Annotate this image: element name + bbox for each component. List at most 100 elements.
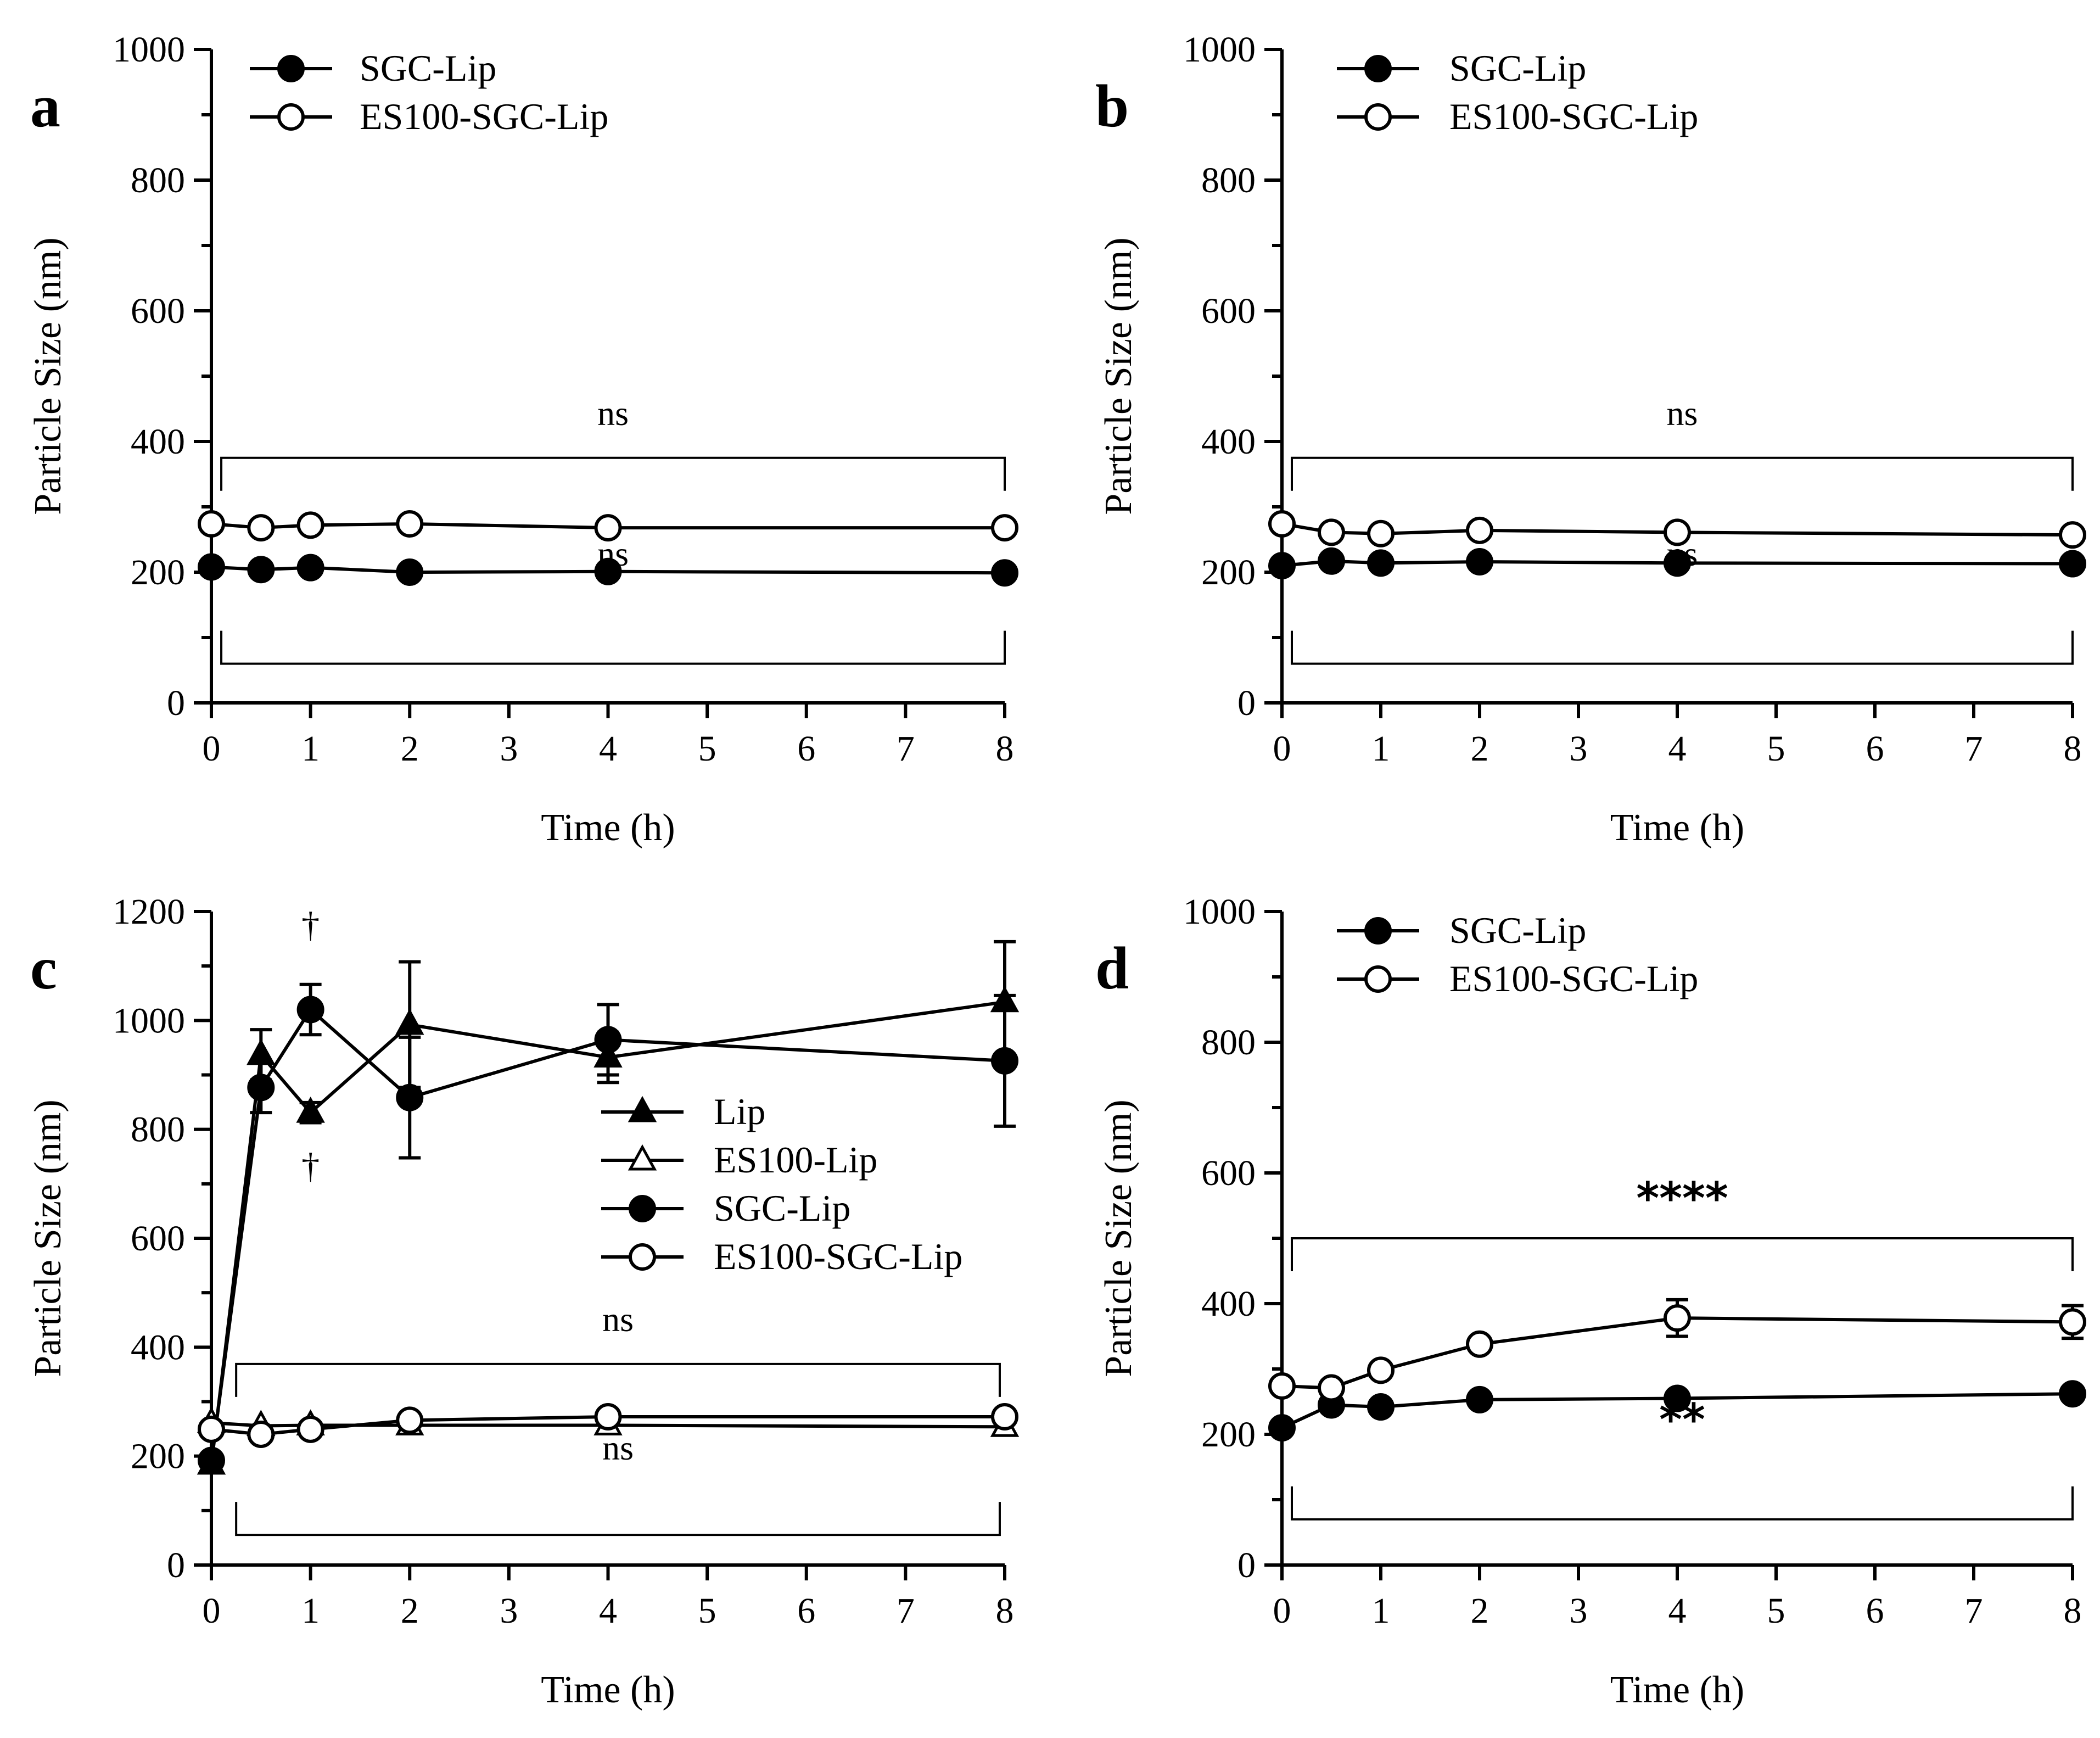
y-tick-label: 0 xyxy=(167,1545,185,1585)
data-point xyxy=(594,1026,622,1054)
x-tick-label: 4 xyxy=(599,1591,617,1631)
x-tick-label: 4 xyxy=(1668,1591,1687,1631)
significance-bracket xyxy=(235,1362,1001,1397)
y-tick-label: 1000 xyxy=(113,1001,185,1041)
y-tick-label: 200 xyxy=(1201,1415,1256,1455)
series-es100-sgc-lip xyxy=(198,510,1018,542)
data-point xyxy=(1466,516,1493,544)
x-tick-label: 8 xyxy=(2064,1591,2082,1631)
x-axis-title: Time (h) xyxy=(541,807,675,849)
significance-label: **** xyxy=(1636,1173,1728,1224)
x-tick-label: 3 xyxy=(1570,1591,1588,1631)
legend-marker xyxy=(1364,965,1392,993)
x-axis-title: Time (h) xyxy=(1610,1669,1744,1711)
data-point xyxy=(247,1038,276,1065)
data-point xyxy=(991,514,1018,542)
chart-panel-d: d 0 200 400 600 800 1000 0 1 2 3 4 5 6 7 8 Time (h) Parti… xyxy=(1095,892,2086,1711)
data-point xyxy=(1318,547,1345,575)
data-point xyxy=(1268,1414,1296,1442)
legend-label: SGC-Lip xyxy=(1449,47,1586,89)
x-tick-label: 6 xyxy=(797,729,815,769)
data-point xyxy=(1268,510,1296,538)
legend-label: ES100-Lip xyxy=(714,1139,877,1181)
significance-label: ns xyxy=(602,1300,634,1339)
legend: SGC-Lip ES100-SGC-Lip xyxy=(250,47,608,137)
y-tick-label: 800 xyxy=(131,1110,185,1150)
panel-letter: c xyxy=(30,935,57,1002)
x-tick-label: 5 xyxy=(1767,1591,1785,1631)
data-point xyxy=(198,1415,225,1443)
x-tick-label: 8 xyxy=(996,1591,1014,1631)
y-tick-label: 200 xyxy=(131,1437,185,1477)
x-tick-label: 8 xyxy=(2064,729,2082,769)
panel-letter: d xyxy=(1095,935,1129,1002)
data-point xyxy=(396,1083,424,1111)
data-point xyxy=(296,554,324,582)
data-point xyxy=(1367,549,1395,577)
series-sgc-lip xyxy=(198,982,1018,1474)
data-point xyxy=(1367,1393,1395,1421)
series-es100-sgc-lip xyxy=(1268,510,2086,549)
legend-marker xyxy=(629,1243,656,1271)
x-tick-label: 0 xyxy=(1273,729,1291,769)
x-tick-label: 8 xyxy=(996,729,1014,769)
x-tick-label: 4 xyxy=(599,729,617,769)
data-point xyxy=(198,510,225,538)
x-tick-label: 2 xyxy=(401,1591,419,1631)
legend-label: SGC-Lip xyxy=(360,47,496,89)
y-tick-label: 800 xyxy=(131,160,185,200)
x-tick-label: 6 xyxy=(1866,1591,1884,1631)
x-tick-label: 2 xyxy=(401,729,419,769)
x-tick-label: 5 xyxy=(698,729,716,769)
data-point xyxy=(1664,549,1691,577)
x-tick-label: 3 xyxy=(1570,729,1588,769)
significance-bracket xyxy=(1291,1237,2074,1271)
legend-marker xyxy=(1364,917,1392,945)
legend: SGC-Lip ES100-SGC-Lip xyxy=(1337,47,1698,137)
panel-letter: b xyxy=(1095,72,1129,139)
x-tick-label: 2 xyxy=(1471,1591,1489,1631)
data-point xyxy=(296,1096,325,1123)
data-point xyxy=(296,511,324,539)
legend-marker xyxy=(628,1144,657,1171)
significance-bracket xyxy=(1291,1486,2074,1521)
data-point xyxy=(1664,1304,1691,1332)
data-point xyxy=(1664,518,1691,546)
data-point xyxy=(1664,1384,1691,1412)
legend-label: ES100-SGC-Lip xyxy=(360,96,608,137)
legend-label: SGC-Lip xyxy=(1449,909,1586,951)
y-tick-label: 1000 xyxy=(113,30,185,70)
data-point xyxy=(247,514,275,542)
data-point xyxy=(594,514,622,542)
chart-panel-c: c 0 200 400 600 800 1000 1200 0 1 2 3 4 5 6 7 8 Time (h) P… xyxy=(27,892,1020,1711)
legend-label: SGC-Lip xyxy=(714,1187,850,1229)
y-tick-label: 400 xyxy=(1201,1284,1256,1324)
data-point xyxy=(247,556,275,584)
data-point xyxy=(396,510,424,538)
legend-label: Lip xyxy=(714,1091,765,1132)
x-tick-label: 3 xyxy=(500,729,518,769)
panel-letter: a xyxy=(30,72,60,139)
legend-marker xyxy=(628,1096,657,1122)
y-axis-title: Particle Size (nm) xyxy=(1097,1099,1140,1377)
series-es100-sgc-lip xyxy=(1268,1298,2086,1402)
data-point xyxy=(594,1402,622,1430)
legend: SGC-Lip ES100-SGC-Lip xyxy=(1337,909,1698,999)
x-axis-title: Time (h) xyxy=(541,1669,675,1711)
series-line xyxy=(210,1007,1005,1461)
data-point xyxy=(395,1008,424,1035)
y-tick-label: 1000 xyxy=(1183,892,1256,932)
data-point xyxy=(1367,519,1395,547)
data-point xyxy=(247,1421,275,1448)
x-tick-label: 0 xyxy=(203,1591,221,1631)
data-point xyxy=(2059,550,2086,578)
x-tick-label: 0 xyxy=(1273,1591,1291,1631)
y-axis-title: Particle Size (nm) xyxy=(1097,237,1140,515)
y-tick-label: 600 xyxy=(131,291,185,331)
legend-marker xyxy=(277,103,305,131)
y-tick-label: 0 xyxy=(1237,683,1256,723)
data-point xyxy=(1318,518,1345,546)
significance-label: ns xyxy=(1667,394,1698,433)
x-tick-label: 1 xyxy=(1372,1591,1390,1631)
x-tick-label: 1 xyxy=(301,729,320,769)
